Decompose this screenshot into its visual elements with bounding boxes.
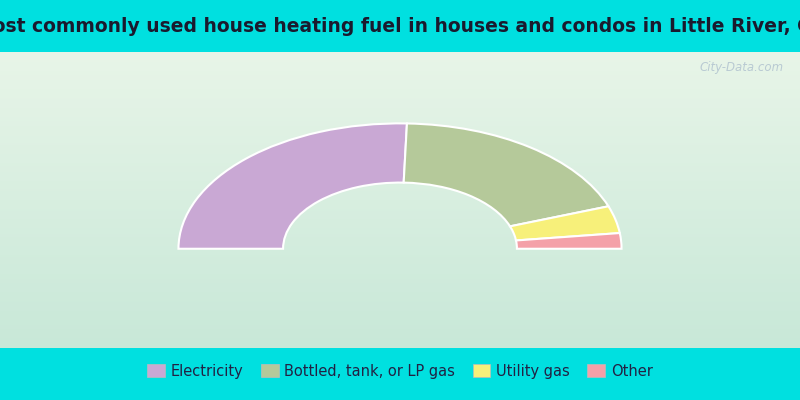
Wedge shape xyxy=(516,233,622,249)
Legend: Electricity, Bottled, tank, or LP gas, Utility gas, Other: Electricity, Bottled, tank, or LP gas, U… xyxy=(142,358,658,385)
Wedge shape xyxy=(510,206,620,240)
Text: Most commonly used house heating fuel in houses and condos in Little River, GA: Most commonly used house heating fuel in… xyxy=(0,16,800,36)
Text: City-Data.com: City-Data.com xyxy=(700,61,784,74)
Wedge shape xyxy=(404,124,609,226)
Wedge shape xyxy=(178,123,407,249)
